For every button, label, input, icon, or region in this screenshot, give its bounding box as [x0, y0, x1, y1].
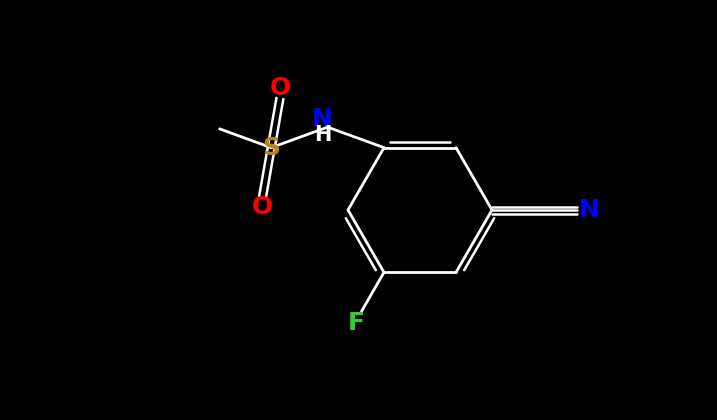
Text: O: O [252, 195, 273, 219]
Text: N: N [579, 198, 599, 222]
Text: F: F [348, 311, 365, 335]
Text: N: N [312, 107, 333, 131]
Text: H: H [314, 125, 331, 145]
Text: O: O [270, 76, 290, 100]
Text: S: S [262, 136, 280, 160]
